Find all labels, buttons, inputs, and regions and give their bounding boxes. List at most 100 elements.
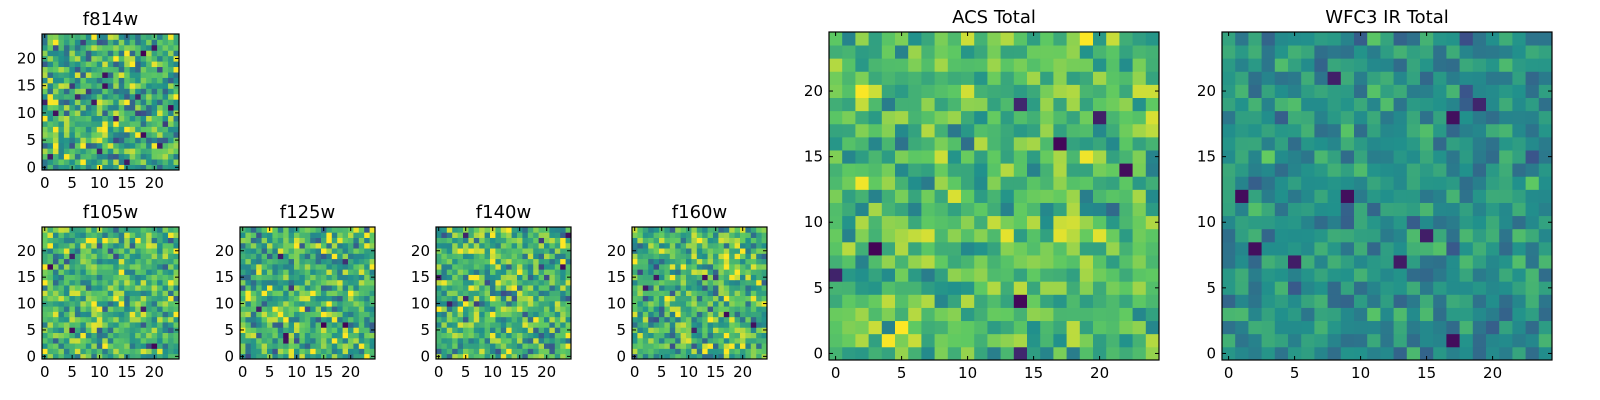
heatmap-cell: [1261, 241, 1276, 256]
heatmap-cell: [707, 285, 714, 291]
heatmap-cell: [868, 241, 883, 256]
heatmap-cell: [544, 343, 550, 349]
heatmap-cell: [91, 348, 98, 355]
heatmap-cell: [91, 285, 98, 291]
heatmap-cell: [506, 248, 512, 254]
heatmap-cell: [74, 34, 81, 40]
heatmap-cell: [533, 353, 539, 360]
heatmap-cell: [642, 227, 649, 233]
heatmap-cell: [256, 332, 262, 339]
heatmap-cell: [855, 268, 869, 282]
y-tick-label: 10: [1197, 213, 1216, 231]
heatmap-cell: [129, 279, 136, 286]
heatmap-cell: [135, 353, 142, 360]
heatmap-cell: [96, 232, 103, 238]
heatmap-cell: [829, 189, 843, 203]
heatmap-cell: [495, 263, 502, 270]
heatmap-cell: [842, 228, 856, 243]
heatmap-cell: [151, 327, 158, 333]
heatmap-cell: [288, 348, 295, 355]
heatmap-cell: [1274, 71, 1289, 85]
heatmap-cell: [135, 137, 142, 144]
heatmap-cell: [91, 263, 98, 270]
heatmap-cell: [250, 316, 257, 323]
heatmap-cell: [1459, 241, 1474, 256]
heatmap-cell: [1512, 281, 1526, 295]
heatmap-cell: [734, 337, 741, 344]
heatmap-cell: [479, 227, 485, 233]
heatmap-cell: [129, 258, 136, 265]
heatmap-cell: [675, 311, 681, 318]
heatmap-cell: [1053, 241, 1067, 256]
heatmap-cell: [484, 269, 491, 275]
heatmap-cell: [337, 327, 343, 333]
heatmap-cell: [1327, 110, 1342, 125]
heatmap-cell: [283, 227, 289, 233]
heatmap-cell: [288, 274, 295, 281]
heatmap-cell: [135, 121, 142, 127]
heatmap-cell: [96, 316, 103, 323]
heatmap-cell: [74, 242, 81, 249]
heatmap-cell: [1040, 320, 1054, 335]
heatmap-cell: [675, 295, 681, 302]
heatmap-cell: [58, 227, 65, 233]
heatmap-cell: [342, 332, 349, 339]
heatmap-cell: [1222, 268, 1236, 282]
heatmap-cell: [1446, 202, 1460, 217]
heatmap-cell: [522, 353, 529, 360]
heatmap-cell: [1119, 150, 1133, 164]
heatmap-cell: [1512, 202, 1526, 217]
heatmap-cell: [1288, 84, 1302, 98]
heatmap-cell: [1472, 228, 1487, 243]
heatmap-cell: [1053, 176, 1067, 190]
heatmap-cell: [1093, 150, 1107, 164]
heatmap-cell: [675, 322, 681, 328]
heatmap-cell: [140, 300, 147, 307]
heatmap-cell: [113, 44, 120, 51]
heatmap-cell: [696, 337, 703, 344]
heatmap-cell: [69, 327, 76, 333]
heatmap-cell: [1314, 202, 1328, 217]
heatmap-cell: [124, 269, 131, 275]
heatmap-cell: [52, 285, 59, 291]
heatmap-cell: [1106, 123, 1120, 138]
heatmap-cell: [457, 263, 464, 270]
heatmap-cell: [511, 353, 518, 360]
heatmap-cell: [245, 348, 252, 355]
heatmap-cell: [157, 237, 163, 244]
heatmap-cell: [829, 58, 843, 72]
heatmap-cell: [326, 242, 333, 249]
heatmap-cell: [723, 279, 730, 286]
heatmap-cell: [135, 263, 142, 270]
heatmap-cell: [842, 163, 856, 177]
heatmap-cell: [868, 176, 883, 190]
heatmap-cell: [364, 353, 370, 360]
heatmap-cell: [490, 311, 496, 318]
heatmap-cell: [1288, 136, 1302, 151]
heatmap-cell: [538, 348, 545, 355]
heatmap-cell: [1222, 307, 1236, 322]
heatmap-cell: [642, 306, 649, 312]
heatmap-cell: [1274, 123, 1289, 138]
heatmap-cell: [1525, 241, 1540, 256]
heatmap-cell: [80, 77, 87, 84]
heatmap-cell: [1486, 32, 1500, 46]
heatmap-cell: [669, 269, 676, 275]
heatmap-cell: [1340, 228, 1355, 243]
heatmap-cell: [294, 343, 300, 349]
heatmap-cell: [245, 327, 252, 333]
heatmap-cell: [102, 258, 109, 265]
heatmap-cell: [1000, 333, 1015, 348]
heatmap-cell: [544, 232, 550, 238]
heatmap-cell: [146, 263, 152, 270]
heatmap-cell: [1446, 84, 1460, 98]
heatmap-cell: [1354, 45, 1368, 59]
heatmap-cell: [348, 300, 354, 307]
heatmap-cell: [1446, 110, 1460, 125]
heatmap-cell: [63, 353, 70, 360]
heatmap-cell: [1079, 84, 1094, 98]
heatmap-cell: [267, 279, 273, 286]
heatmap-cell: [1327, 97, 1342, 112]
heatmap-cell: [85, 88, 92, 95]
